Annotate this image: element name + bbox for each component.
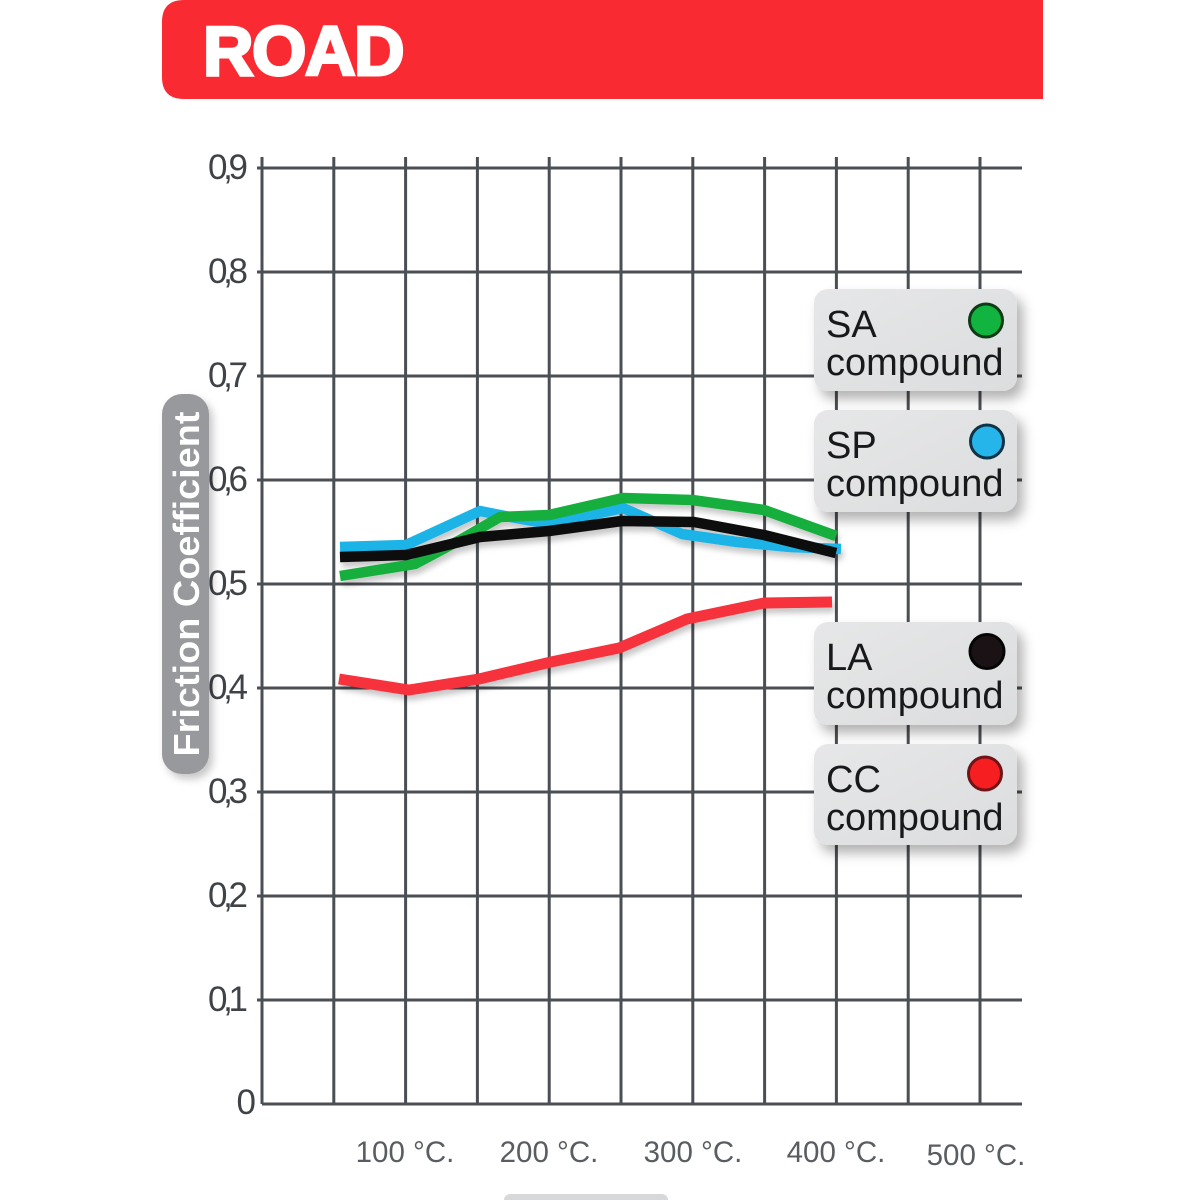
svg-text:SA: SA	[826, 304, 877, 346]
svg-text:0,2: 0,2	[208, 876, 248, 915]
svg-text:Friction Coefficient: Friction Coefficient	[166, 411, 207, 756]
svg-text:400 °C.: 400 °C.	[787, 1136, 886, 1169]
svg-text:compound: compound	[826, 463, 1003, 505]
svg-text:compound: compound	[826, 675, 1003, 717]
svg-text:0,3: 0,3	[208, 772, 248, 811]
svg-text:0,5: 0,5	[208, 564, 248, 603]
svg-text:300 °C.: 300 °C.	[644, 1136, 743, 1169]
svg-text:0,6: 0,6	[208, 460, 248, 499]
svg-text:0,1: 0,1	[208, 980, 248, 1019]
svg-text:200 °C.: 200 °C.	[500, 1136, 599, 1169]
svg-text:0,4: 0,4	[208, 668, 248, 707]
svg-text:0,9: 0,9	[208, 148, 248, 187]
svg-text:CC: CC	[826, 759, 881, 801]
svg-text:0: 0	[237, 1083, 256, 1122]
svg-text:compound: compound	[826, 797, 1003, 839]
svg-text:100 °C.: 100 °C.	[356, 1136, 455, 1169]
svg-text:ROAD: ROAD	[203, 12, 403, 90]
svg-text:SP: SP	[826, 425, 877, 467]
svg-text:0,7: 0,7	[208, 356, 248, 395]
svg-text:LA: LA	[826, 637, 873, 679]
svg-text:0,8: 0,8	[208, 252, 248, 291]
svg-text:500 °C.: 500 °C.	[927, 1139, 1026, 1172]
svg-text:compound: compound	[826, 342, 1003, 384]
